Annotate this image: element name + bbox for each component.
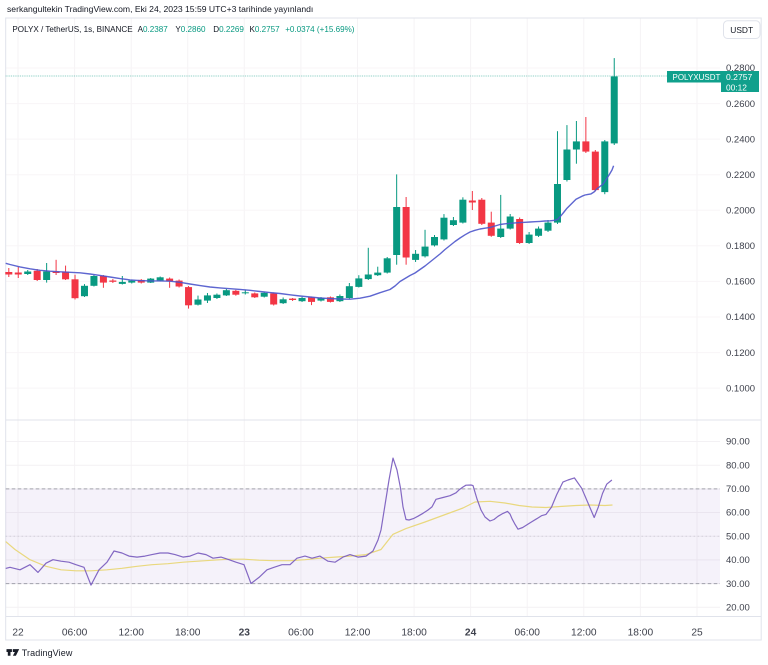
svg-text:USDT: USDT xyxy=(730,25,753,35)
svg-text:12:00: 12:00 xyxy=(571,628,597,639)
svg-text:23: 23 xyxy=(239,628,251,639)
svg-text:D0.2269: D0.2269 xyxy=(213,25,244,34)
svg-text:06:00: 06:00 xyxy=(514,628,540,639)
svg-text:0.2200: 0.2200 xyxy=(726,170,755,181)
svg-text:A0.2387: A0.2387 xyxy=(138,25,169,34)
svg-text:24: 24 xyxy=(465,628,477,639)
svg-text:0.1800: 0.1800 xyxy=(726,241,755,252)
svg-text:POLYX / TetherUS, 1s, BINANCE: POLYX / TetherUS, 1s, BINANCE xyxy=(12,25,133,34)
svg-text:TradingView: TradingView xyxy=(22,648,73,658)
svg-text:0.1400: 0.1400 xyxy=(726,312,755,323)
svg-text:0.2757: 0.2757 xyxy=(726,72,753,82)
svg-text:0.2800: 0.2800 xyxy=(726,63,755,74)
svg-text:18:00: 18:00 xyxy=(628,628,654,639)
svg-text:06:00: 06:00 xyxy=(62,628,88,639)
svg-text:30.00: 30.00 xyxy=(726,579,750,590)
svg-text:20.00: 20.00 xyxy=(726,603,750,614)
svg-text:K0.2757: K0.2757 xyxy=(250,25,281,34)
svg-text:22: 22 xyxy=(12,628,24,639)
svg-text:0.2600: 0.2600 xyxy=(726,99,755,110)
svg-text:0.1200: 0.1200 xyxy=(726,348,755,359)
svg-text:serkangultekin TradingView.com: serkangultekin TradingView.com, Eki 24, … xyxy=(7,4,313,14)
svg-text:60.00: 60.00 xyxy=(726,508,750,519)
svg-text:0.1000: 0.1000 xyxy=(726,383,755,394)
svg-text:12:00: 12:00 xyxy=(118,628,144,639)
svg-text:18:00: 18:00 xyxy=(175,628,201,639)
svg-text:40.00: 40.00 xyxy=(726,555,750,566)
svg-text:0.1600: 0.1600 xyxy=(726,277,755,288)
svg-text:25: 25 xyxy=(691,628,703,639)
svg-text:0.2000: 0.2000 xyxy=(726,206,755,217)
svg-text:00:12: 00:12 xyxy=(726,82,747,92)
svg-text:12:00: 12:00 xyxy=(345,628,371,639)
svg-text:POLYXUSDT: POLYXUSDT xyxy=(673,73,721,82)
svg-text:18:00: 18:00 xyxy=(401,628,427,639)
svg-text:0.2400: 0.2400 xyxy=(726,134,755,145)
svg-text:80.00: 80.00 xyxy=(726,460,750,471)
svg-text:90.00: 90.00 xyxy=(726,437,750,448)
svg-text:70.00: 70.00 xyxy=(726,484,750,495)
svg-text:+0.0374 (+15.69%): +0.0374 (+15.69%) xyxy=(285,25,355,34)
svg-text:06:00: 06:00 xyxy=(288,628,314,639)
svg-text:50.00: 50.00 xyxy=(726,531,750,542)
svg-text:Y0.2860: Y0.2860 xyxy=(175,25,206,34)
